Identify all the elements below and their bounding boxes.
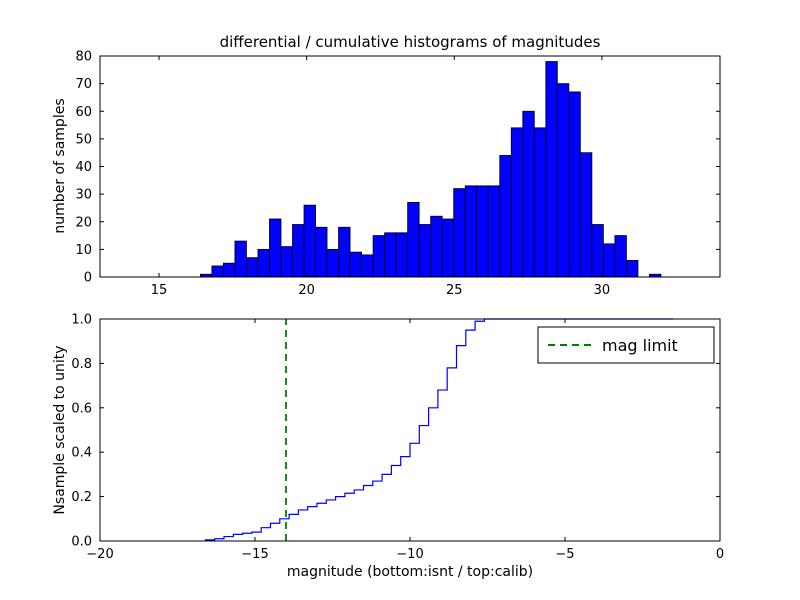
histogram-bar	[315, 226, 328, 278]
histogram-bar	[349, 251, 362, 278]
y-tick-label: 60	[75, 105, 92, 120]
bottom-ylabel: Nsample scaled to unity	[52, 345, 68, 514]
histogram-bar	[441, 218, 455, 278]
y-tick-label: 70	[75, 77, 92, 92]
histogram-bar	[453, 188, 466, 278]
x-tick-label: −10	[396, 547, 423, 562]
top-histogram-plot: 15 20 25 30 0 10 20 30 40 50 60 70 80	[75, 50, 721, 298]
histogram-bar	[626, 260, 639, 278]
histogram-bar	[257, 248, 270, 278]
y-tick-label: 0.8	[71, 357, 92, 372]
histogram-bar	[476, 185, 489, 278]
y-tick-label: 0	[84, 271, 92, 286]
y-tick-label: 20	[75, 215, 92, 230]
histogram-bar	[487, 185, 501, 278]
histogram-bar	[602, 243, 616, 278]
histogram-bar	[418, 224, 432, 278]
y-tick-label: 0.6	[71, 401, 92, 416]
histogram-bar	[234, 240, 247, 278]
y-tick-label: 80	[75, 50, 92, 65]
histogram-bar	[533, 127, 547, 278]
histogram-bar	[522, 110, 535, 278]
legend-label: mag limit	[602, 336, 678, 355]
y-tick-label: 1.0	[71, 313, 92, 328]
histogram-bar	[269, 218, 282, 278]
cumulative-plot: −20 −15 −10 −5 0 0.0 0.2 0.4 0.6 0.8 1.0	[71, 313, 724, 563]
y-tick-label: 0.0	[71, 535, 92, 550]
bottom-xlabel: magnitude (bottom:isnt / top:calib)	[287, 564, 533, 580]
y-tick-label: 30	[75, 188, 92, 203]
histogram-bar	[372, 235, 386, 278]
histogram-bar	[395, 232, 409, 278]
cumulative-step-line	[204, 318, 674, 541]
histogram-bar	[246, 257, 259, 278]
x-tick-label: 20	[298, 283, 315, 298]
histogram-bar	[384, 232, 397, 278]
histogram-bar	[211, 265, 224, 278]
histogram-bar	[430, 215, 443, 278]
histogram-bar	[556, 83, 570, 278]
y-tick-label: 0.2	[71, 490, 92, 505]
histogram-bar	[510, 127, 524, 278]
histogram-bar	[568, 91, 581, 278]
histogram-bar	[292, 224, 305, 278]
histogram-bar	[579, 152, 593, 278]
x-tick-label: −5	[555, 547, 574, 562]
histogram-bar	[407, 202, 420, 278]
histogram-bar	[591, 224, 604, 278]
y-tick-label: 10	[75, 243, 92, 258]
x-tick-label: 25	[446, 283, 463, 298]
histogram-bar	[223, 262, 236, 278]
top-ylabel: number of samples	[52, 98, 68, 233]
y-tick-label: 40	[75, 160, 92, 175]
legend: mag limit	[537, 326, 715, 364]
x-tick-label: 0	[716, 547, 724, 562]
histogram-bar	[545, 61, 558, 278]
y-tick-label: 0.4	[71, 446, 92, 461]
histogram-bar	[614, 235, 627, 278]
x-tick-label: 30	[594, 283, 611, 298]
x-tick-label: −20	[86, 547, 113, 562]
histogram-bar	[303, 204, 316, 278]
x-tick-label: 15	[151, 283, 168, 298]
legend-box	[537, 326, 715, 364]
chart-title: differential / cumulative histograms of …	[220, 33, 601, 51]
y-tick-label: 50	[75, 132, 92, 147]
histogram-bar	[361, 254, 374, 278]
histogram-bar	[338, 226, 351, 278]
histogram-bar	[326, 248, 339, 278]
x-tick-label: −15	[241, 547, 268, 562]
histogram-bar	[499, 155, 512, 278]
histogram-bar	[464, 185, 478, 278]
histogram-bar	[280, 246, 293, 278]
